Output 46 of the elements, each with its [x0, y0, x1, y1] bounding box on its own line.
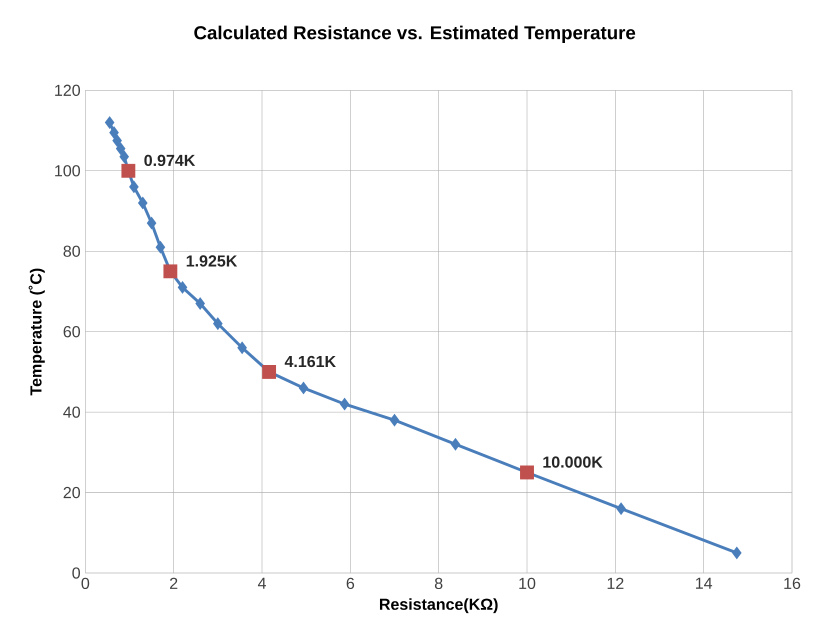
point — [129, 180, 139, 194]
point — [178, 281, 188, 294]
annotation: 10.000K — [543, 456, 603, 468]
y-tick-label: 0 — [72, 567, 80, 579]
point — [298, 382, 308, 394]
y-tick-label: 60 — [64, 326, 80, 338]
point — [616, 502, 626, 515]
point — [112, 134, 122, 147]
point — [104, 116, 114, 129]
point — [213, 317, 223, 330]
point — [237, 341, 247, 354]
annotation: 0.974K — [144, 154, 196, 166]
x-tick-label: 6 — [346, 578, 354, 590]
x-tick-label: 4 — [258, 578, 266, 589]
chart-title: Calculated Resistance vs. Estimated Temperature — [194, 26, 636, 44]
point — [340, 398, 350, 410]
annotation: 1.925K — [186, 255, 238, 267]
point — [156, 240, 166, 254]
point — [146, 216, 156, 230]
point — [138, 196, 148, 210]
y-tick-label: 20 — [64, 486, 80, 498]
point — [119, 150, 129, 163]
point — [450, 438, 460, 451]
point — [163, 264, 178, 278]
x-tick-label: 10 — [519, 578, 536, 590]
point — [116, 142, 126, 155]
y-tick-label: 120 — [55, 84, 80, 96]
x-axis-title: Resistance(KΩ) — [380, 598, 498, 614]
y-tick-label: 100 — [55, 165, 80, 176]
x-tick-label: 0 — [82, 578, 90, 590]
annotation: 4.161K — [284, 356, 336, 368]
y-tick-label: 40 — [63, 406, 80, 418]
x-tick-label: 8 — [434, 578, 442, 590]
point — [121, 164, 136, 178]
x-tick-label: 12 — [608, 578, 624, 589]
point — [520, 466, 534, 480]
y-axis-title: Temperature (˚C) — [28, 268, 45, 396]
point — [109, 126, 119, 139]
point — [732, 546, 742, 560]
point — [195, 297, 205, 310]
x-tick-label: 14 — [696, 578, 712, 589]
x-tick-label: 16 — [784, 578, 800, 590]
point — [390, 414, 400, 426]
y-tick-label: 80 — [64, 246, 80, 257]
x-tick-label: 2 — [170, 578, 178, 589]
point — [262, 364, 276, 379]
